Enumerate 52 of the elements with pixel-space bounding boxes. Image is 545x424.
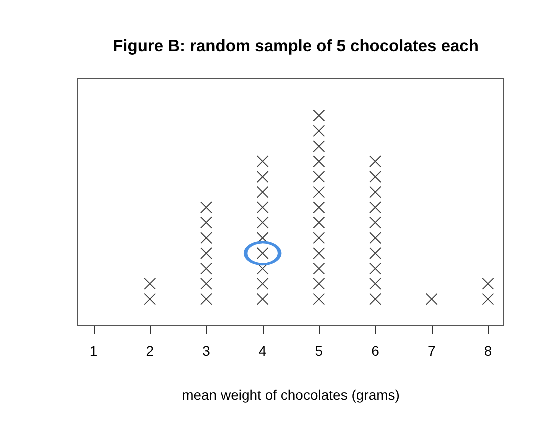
point (144, 293, 156, 306)
x-tick-label: 7 (428, 343, 436, 359)
x-axis-title: mean weight of chocolates (grams) (182, 387, 400, 403)
point (313, 293, 326, 306)
point (313, 110, 326, 122)
point (200, 278, 212, 290)
point (313, 216, 326, 229)
point (200, 202, 212, 214)
point (256, 278, 269, 290)
x-tick-label: 8 (484, 343, 492, 359)
point (256, 202, 269, 214)
point (482, 278, 494, 290)
point (370, 202, 382, 214)
point (370, 186, 382, 198)
point (313, 232, 326, 244)
point (313, 140, 326, 152)
point (370, 216, 382, 229)
point (200, 262, 212, 275)
x-tick-label: 3 (202, 343, 211, 359)
point (482, 293, 494, 306)
point (313, 278, 326, 290)
point (200, 216, 212, 229)
point (370, 170, 382, 183)
point (313, 202, 326, 214)
point (370, 262, 382, 275)
point (200, 232, 212, 244)
point (370, 232, 382, 244)
point (200, 247, 212, 260)
point (256, 170, 269, 183)
chart-title: Figure B: random sample of 5 chocolates each (113, 38, 479, 56)
x-tick-label: 2 (146, 343, 154, 359)
point (313, 156, 326, 168)
point (370, 247, 382, 260)
x-tick-label: 5 (315, 343, 324, 359)
point (370, 293, 382, 306)
point (426, 293, 438, 306)
point (313, 262, 326, 275)
point (144, 278, 156, 290)
point (313, 125, 326, 138)
point (313, 170, 326, 183)
point (313, 247, 326, 260)
point (256, 186, 269, 198)
x-tick-label: 6 (372, 343, 380, 359)
point (313, 186, 326, 198)
point (370, 278, 382, 290)
x-tick-label: 1 (90, 343, 98, 359)
point (256, 293, 269, 306)
point (256, 156, 269, 168)
point (370, 156, 382, 168)
x-tick-label: 4 (258, 343, 267, 359)
point (256, 216, 269, 229)
point (200, 293, 212, 306)
